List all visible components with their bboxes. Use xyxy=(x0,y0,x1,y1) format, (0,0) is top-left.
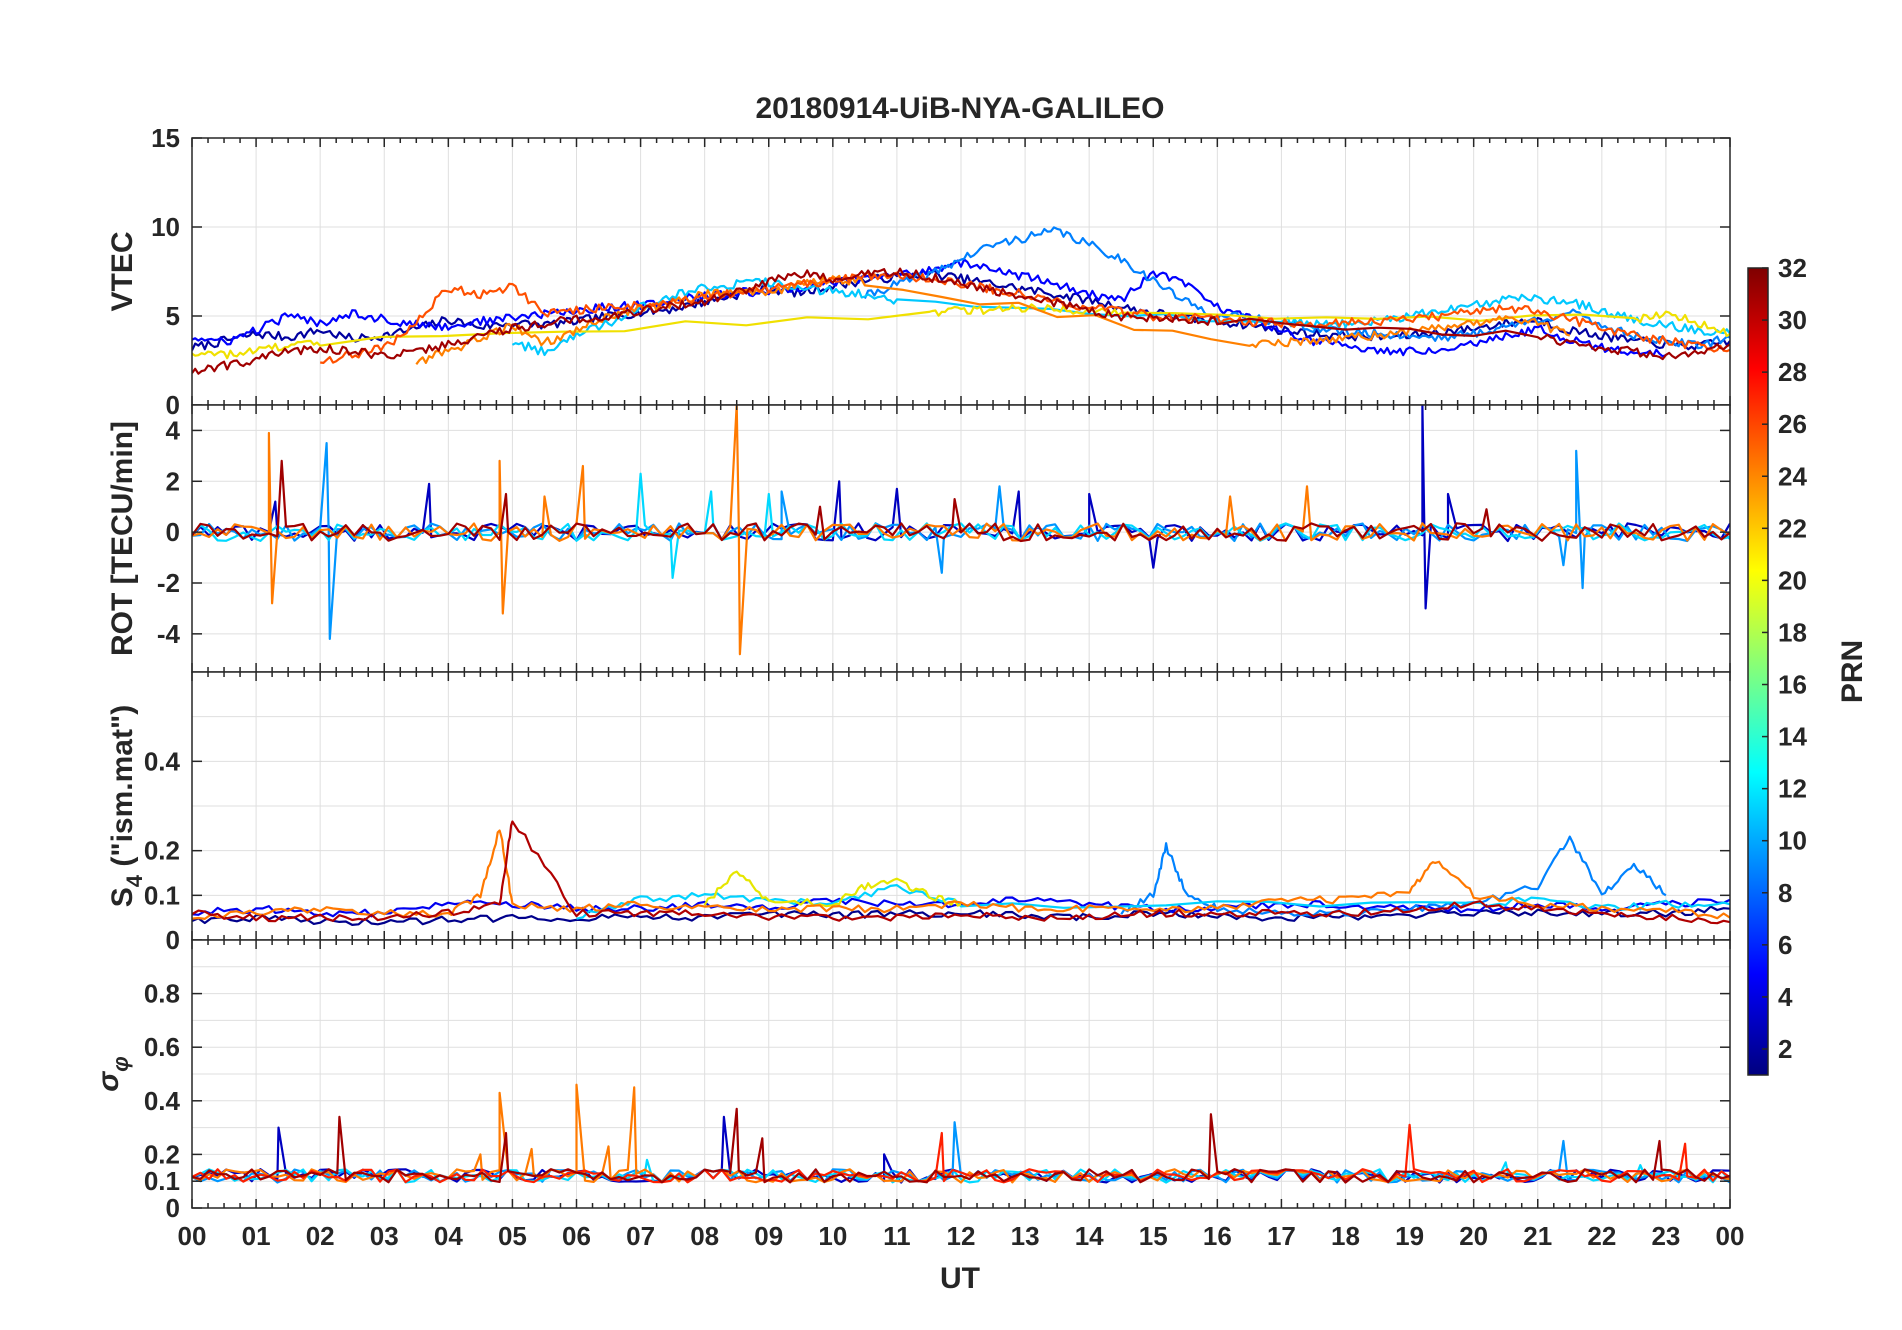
series-prn-13 xyxy=(192,472,1730,579)
x-tick-label: 22 xyxy=(1587,1221,1616,1251)
x-tick-label: 17 xyxy=(1267,1221,1296,1251)
y-tick-label: 0.2 xyxy=(144,1139,180,1169)
x-tick-label: 14 xyxy=(1075,1221,1104,1251)
x-tick-label: 02 xyxy=(306,1221,335,1251)
x-tick-label: 12 xyxy=(947,1221,976,1251)
y-tick-label: 5 xyxy=(166,301,180,331)
y-tick-label: 0 xyxy=(166,925,180,955)
colorbar-tick-label: 32 xyxy=(1778,253,1807,283)
traces xyxy=(192,820,1730,926)
colorbar-tick-label: 20 xyxy=(1778,565,1807,595)
colorbar-tick-label: 28 xyxy=(1778,357,1807,387)
y-tick-label: -4 xyxy=(157,619,181,649)
colorbar-tick-label: 16 xyxy=(1778,670,1807,700)
x-tick-label: 19 xyxy=(1395,1221,1424,1251)
colorbar-tick-label: 30 xyxy=(1778,305,1807,335)
colorbar-tick-label: 12 xyxy=(1778,774,1807,804)
x-tick-label: 04 xyxy=(434,1221,463,1251)
series-prn-31 xyxy=(192,1107,1730,1184)
colorbar-tick-label: 2 xyxy=(1778,1034,1792,1064)
x-tick-label: 00 xyxy=(178,1221,207,1251)
y-axis-label: S4 ("ism.mat") xyxy=(106,705,147,907)
y-tick-label: 0 xyxy=(166,1193,180,1223)
x-tick-label: 07 xyxy=(626,1221,655,1251)
colorbar-label: PRN xyxy=(1836,640,1869,703)
y-tick-label: 0.4 xyxy=(144,746,181,776)
x-axis-label: UT xyxy=(940,1262,980,1295)
series-prn-1 xyxy=(192,905,1730,926)
x-tick-label: 21 xyxy=(1523,1221,1552,1251)
series-prn-20 xyxy=(192,303,1730,360)
colorbar-tick-label: 26 xyxy=(1778,409,1807,439)
series-prn-24 xyxy=(415,274,1571,365)
x-tick-label: 15 xyxy=(1139,1221,1168,1251)
series-prn-24 xyxy=(192,405,1730,656)
panel-vtec: 0 5 10 15 VTEC xyxy=(106,123,1731,420)
y-tick-label: 0.6 xyxy=(144,1032,180,1062)
y-tick-label: 0 xyxy=(166,517,180,547)
colorbar-tick-label: 18 xyxy=(1778,617,1807,647)
x-tick-label: 06 xyxy=(562,1221,591,1251)
colorbar-tick-label: 6 xyxy=(1778,930,1792,960)
colorbar-tick-label: 10 xyxy=(1778,826,1807,856)
chart-title: 20180914-UiB-NYA-GALILEO xyxy=(755,92,1164,125)
y-axis-label: σφ xyxy=(92,1056,133,1091)
colorbar-gradient xyxy=(1747,267,1769,1076)
y-tick-label: 0.2 xyxy=(144,836,180,866)
y-tick-label: -2 xyxy=(157,568,180,598)
x-tick-label: 13 xyxy=(1011,1221,1040,1251)
y-tick-label: 10 xyxy=(151,212,180,242)
panel-sigma_phi: 00.10.2 0.4 0.6 0.8 σφ xyxy=(92,939,1731,1223)
traces xyxy=(192,405,1730,656)
y-tick-label: 0.8 xyxy=(144,979,180,1009)
x-tick-label: 00 xyxy=(1716,1221,1745,1251)
x-tick-label: 10 xyxy=(818,1221,847,1251)
series-prn-31 xyxy=(192,820,1730,925)
y-tick-label: 0.4 xyxy=(144,1086,181,1116)
y-axis-label: VTEC xyxy=(106,231,139,311)
colorbar-tick-label: 22 xyxy=(1778,513,1807,543)
y-tick-label: 0.1 xyxy=(144,880,180,910)
panel-s4: 0 0.1 0.2 0.4S4 ("ism.mat") xyxy=(106,671,1731,955)
colorbar-tick-label: 8 xyxy=(1778,878,1792,908)
panel-rot: -4 -2 0 2 4 ROT [TECU/min] xyxy=(106,404,1731,673)
series-prn-31 xyxy=(192,267,1730,375)
x-tick-label: 01 xyxy=(242,1221,271,1251)
traces xyxy=(192,226,1730,375)
x-tick-label: 11 xyxy=(883,1221,911,1251)
x-tick-label: 03 xyxy=(370,1221,399,1251)
traces xyxy=(192,1083,1730,1184)
series-prn-26 xyxy=(320,271,1730,364)
x-tick-label: 20 xyxy=(1459,1221,1488,1251)
y-tick-label: 2 xyxy=(166,466,180,496)
x-tick-label: 08 xyxy=(690,1221,719,1251)
y-tick-label: 4 xyxy=(166,415,181,445)
series-prn-5 xyxy=(192,258,1667,358)
series-prn-24 xyxy=(192,829,1730,920)
series-prn-29 xyxy=(192,1123,1730,1184)
y-axis-label: ROT [TECU/min] xyxy=(106,421,139,656)
y-tick-label: 0.1 xyxy=(144,1166,180,1196)
series-prn-31 xyxy=(192,459,1730,543)
series-prn-9 xyxy=(1120,835,1667,917)
colorbar-tick-label: 4 xyxy=(1778,982,1793,1012)
x-tick-label: 09 xyxy=(754,1221,783,1251)
x-tick-label: 05 xyxy=(498,1221,527,1251)
series-prn-20 xyxy=(703,870,962,908)
x-tick-label: 16 xyxy=(1203,1221,1232,1251)
x-tick-label: 18 xyxy=(1331,1221,1360,1251)
x-tick-label: 23 xyxy=(1651,1221,1680,1251)
y-tick-label: 15 xyxy=(151,123,180,153)
y-tick-label: 0 xyxy=(166,390,180,420)
colorbar-tick-label: 24 xyxy=(1778,461,1807,491)
colorbar-tick-label: 14 xyxy=(1778,722,1807,752)
